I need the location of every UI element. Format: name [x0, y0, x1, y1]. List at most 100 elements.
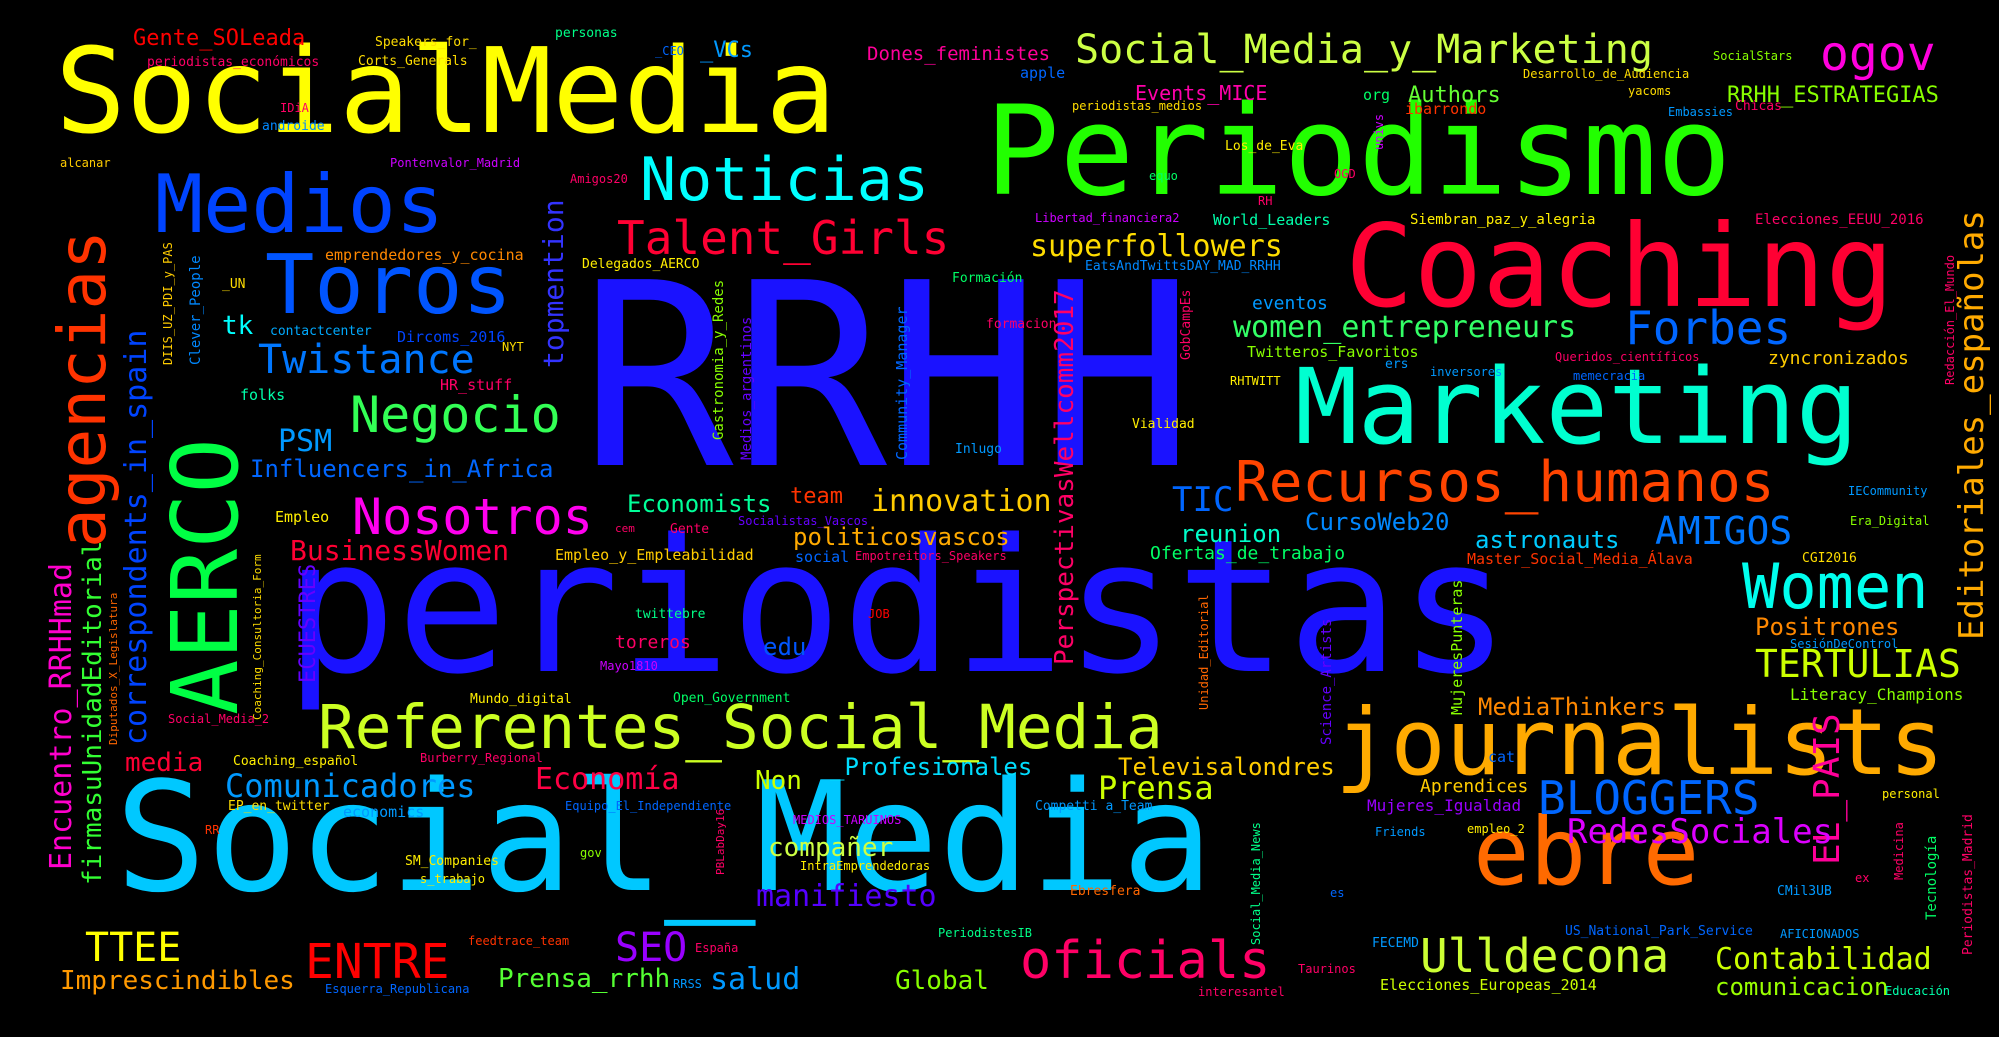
word-corts-generals: Corts_Generals	[358, 54, 468, 69]
word-contactcenter: contactcenter	[270, 324, 372, 339]
word-agencias: agencias	[44, 230, 121, 548]
word-salud: salud	[710, 962, 801, 997]
word-us-national-park-service: US_National_Park_Service	[1565, 924, 1753, 939]
word-emprendedores-y-cocina: emprendedores_y_cocina	[325, 246, 524, 264]
word-aerco: AERCO	[152, 438, 259, 715]
word-topmention: topmention	[537, 199, 570, 368]
word-fecemd: FECEMD	[1372, 936, 1419, 951]
word-reunion: reunion	[1180, 520, 1282, 548]
word-cmil3ub: CMil3UB	[1777, 884, 1832, 899]
word-companer: compañer	[768, 833, 894, 863]
word-economics: economics	[343, 803, 425, 821]
word-pontenvalor-madrid: Pontenvalor_Madrid	[390, 156, 521, 170]
word-influencers-in-africa: Influencers_in_Africa	[250, 455, 554, 483]
word-mayo1810: Mayo1810	[600, 659, 658, 673]
word-economia: Economía	[535, 762, 680, 797]
word-cem: cem	[615, 522, 635, 535]
word-gastronomia-y-redes: Gastronomia_y_Redes	[711, 279, 727, 440]
word-mediathinkers: MediaThinkers	[1478, 693, 1666, 721]
word-social-media: Social_Media	[115, 749, 1214, 926]
word-women-entrepreneurs: women_entrepreneurs	[1233, 310, 1577, 345]
word-businesswomen: BusinessWomen	[290, 534, 510, 567]
word-equipo-el-independiente: Equipo_El_Independiente	[565, 799, 732, 813]
word-iecommunity: IECommunity	[1848, 484, 1928, 498]
word-ers: ers	[1385, 357, 1409, 372]
word-rh: RH	[1258, 194, 1273, 208]
word-twistance: Twistance	[258, 337, 475, 383]
word-es: es	[1330, 886, 1345, 900]
word-perspectivaswellcomm2017: PerspectivasWellcomm2017	[1050, 289, 1080, 665]
word-comunicacion: comunicacion	[1715, 973, 1889, 1001]
word-twitteros-favoritos: Twitteros_Favoritos	[1247, 343, 1419, 361]
word-economists: Economists	[627, 490, 772, 518]
word-tertulias: TERTULIAS	[1755, 642, 1961, 686]
word-delegados-aerco: Delegados_AERCO	[582, 257, 700, 272]
word-org: org	[1363, 86, 1391, 104]
word-un: _UN	[222, 277, 246, 292]
word-redessociales: RedesSociales	[1567, 812, 1834, 852]
word-cursoweb20: CursoWeb20	[1305, 508, 1450, 536]
word-mundo-digital: Mundo_digital	[470, 692, 572, 707]
word-empotreitors-speakers: Empotreitors_Speakers	[855, 549, 1007, 563]
word-astronauts: astronauts	[1475, 526, 1620, 554]
word-forbes: Forbes	[1625, 301, 1792, 355]
word-ofertas-de-trabajo: Ofertas_de_trabajo	[1150, 543, 1346, 564]
word-queridos-cientificos: Queridos_científicos	[1555, 350, 1700, 364]
word-chicas: Chicas	[1735, 99, 1782, 114]
word-siembran-paz: Siembran_paz_y_alegria	[1410, 212, 1596, 228]
word-sesiondecontrol: SesiónDeControl	[1790, 637, 1899, 651]
word-aficionados: AFICIONADOS	[1780, 927, 1860, 941]
word-interesantel: interesantel	[1198, 985, 1285, 999]
word-formacion: formacion	[986, 317, 1057, 332]
word-pblabday16: PBLabDay16	[714, 808, 727, 875]
word-inversores: inversores	[1430, 365, 1503, 379]
word-burberry-regional: Burberry_Regional	[420, 751, 543, 765]
word-events-mice: Events_MICE	[1135, 81, 1268, 105]
word-espana: España	[695, 941, 739, 955]
word-nyt: NYT	[502, 340, 524, 354]
word-coaching-consultoria: Coaching_Consultoria_Form	[251, 554, 264, 720]
word-androide: androide	[262, 119, 325, 134]
word-embassies: Embassies	[1668, 105, 1734, 119]
word-periodismo: Periodismo	[985, 80, 1732, 224]
word-superfollowers: superfollowers	[1030, 229, 1283, 264]
word-dones-feministes: Dones_feministes	[867, 43, 1051, 65]
word-medios: Medios	[155, 158, 444, 251]
word-master-social-media-alava: Master_Social_Media_Álava	[1467, 550, 1693, 568]
word-alcanar: alcanar	[60, 156, 111, 170]
word-memecracia: memecracia	[1573, 369, 1646, 383]
word-ulldecona: Ulldecona	[1420, 929, 1670, 983]
word-manifiesto: manifiesto	[756, 879, 937, 914]
word-seo: SEO	[615, 925, 688, 971]
word-personas: personas	[555, 26, 618, 41]
word-gente-soleada: Gente_SOLeada	[133, 26, 306, 51]
word-competti-team: Competti a_Team	[1035, 799, 1153, 814]
word-ebresfera: Ebresfera	[1070, 884, 1141, 899]
word-ceo: _CEO	[655, 44, 684, 58]
word-social-media-news: Social_Media_News	[1249, 822, 1263, 945]
word-era-digital: Era_Digital	[1850, 514, 1930, 528]
word-prensa: Prensa	[1098, 769, 1214, 807]
word-empleo: Empleo	[275, 508, 330, 526]
word-tecnologia: Tecnología	[1924, 835, 1940, 920]
word-diputados: Diputados_X_Legislatura	[107, 592, 120, 745]
word-los-de-eva: Los_de_Eva	[1225, 139, 1304, 154]
word-rrss: RRSS	[673, 977, 702, 991]
word-folks: folks	[240, 386, 286, 404]
word-formacion-upper: Formación	[952, 271, 1023, 286]
word-rrhh: RRHH	[580, 229, 1195, 526]
word-correspondents-in-spain: correspondents_in_spain	[119, 329, 154, 745]
word-ogov: ogov	[1820, 26, 1936, 82]
word-intraemprendedoras: IntraEmprendedoras	[800, 859, 931, 873]
word-mujerespunteras: MujeresPunteras	[1448, 579, 1466, 715]
word-talent-girls: Talent_Girls	[617, 211, 950, 265]
word-psm: PSM	[278, 424, 333, 459]
word-social: social	[795, 548, 850, 566]
word-cgi2016: CGI2016	[1802, 551, 1857, 566]
word-medicina: Medicina	[1892, 822, 1906, 880]
word-ibarrondo: ibarrondo	[1405, 100, 1487, 118]
word-social-media-y-marketing: Social_Media_y_Marketing	[1075, 27, 1653, 73]
word-comunicadores: Comunicadores	[225, 767, 476, 805]
word-univs: univs	[1372, 113, 1386, 150]
